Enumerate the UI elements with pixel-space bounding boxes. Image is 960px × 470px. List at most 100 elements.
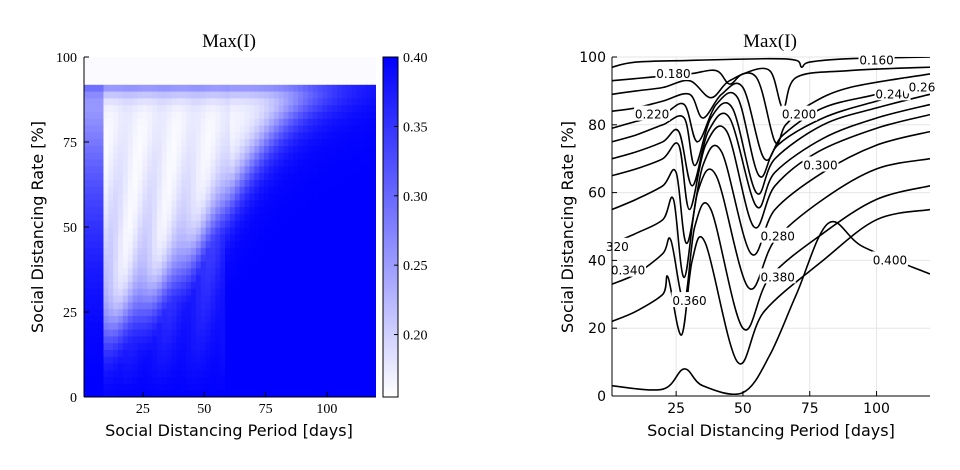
heatmap-cell [293,193,299,201]
heatmap-cell [259,295,265,303]
heatmap-cell [288,281,294,289]
heatmap-cell [205,227,212,235]
heatmap-cell [166,206,173,214]
heatmap-cell [278,274,285,282]
heatmap-cell [147,227,153,235]
heatmap-cell [88,376,95,384]
heatmap-cell [322,179,328,187]
heatmap-cell [176,301,182,310]
heatmap-cell [200,369,207,378]
heatmap-cell [161,349,168,357]
heatmap-cell [84,213,90,221]
heatmap-cell [152,77,158,85]
heatmap-cell [210,363,216,371]
heatmap-cell [346,261,353,269]
heatmap-cell [147,342,153,350]
heatmap-cell [244,349,251,357]
heatmap-cell [152,104,158,112]
heatmap-cell [142,213,148,221]
heatmap-cell [341,199,348,208]
heatmap-cell [283,301,289,310]
heatmap-cell [127,145,134,153]
heatmap-cell [152,322,158,330]
contour-label-bg [655,64,692,80]
heatmap-cell [195,322,202,330]
heatmap-cell [341,274,348,282]
heatmap-cell [268,376,275,384]
heatmap-y-label: Social Distancing Rate [%] [28,121,47,333]
heatmap-cell [215,261,221,269]
heatmap-cell [332,77,338,85]
heatmap-cell [332,145,338,153]
heatmap-cell [137,70,143,78]
heatmap-cell [225,145,231,153]
heatmap-cell [210,199,216,208]
heatmap-cell [181,274,187,282]
heatmap-cell [371,199,376,208]
heatmap-cell [371,390,376,397]
heatmap-cell [225,199,231,208]
heatmap-cell [195,288,202,296]
heatmap-cell [152,261,158,269]
heatmap-cell [205,376,212,384]
heatmap-cell [127,369,134,378]
heatmap-cell [157,383,163,391]
heatmap-cell [225,383,231,391]
heatmap-cell [157,261,163,269]
heatmap-cell [220,363,226,371]
contour-x-label: Social Distancing Period [days] [647,421,895,440]
heatmap-cell [317,63,324,72]
heatmap-cell [244,152,251,160]
heatmap-cell [273,356,280,364]
heatmap-cell [288,295,294,303]
heatmap-cell [307,172,314,180]
heatmap-cell [161,172,168,180]
heatmap-cell [278,111,285,119]
heatmap-cell [176,159,182,167]
heatmap-cell [186,199,192,208]
heatmap-cell [152,152,158,160]
heatmap-cell [181,125,187,133]
heatmap-cell [327,376,333,384]
heatmap-cell [303,376,309,384]
heatmap-cell [327,152,333,160]
heatmap-cell [249,152,255,160]
heatmap-cell [191,261,197,269]
heatmap-cell [239,193,246,201]
heatmap-cell [147,97,153,106]
heatmap-cell [186,295,192,303]
heatmap-cell [186,329,192,337]
heatmap-cell [288,118,294,126]
heatmap-cell [312,91,319,99]
heatmap-cell [283,193,289,201]
heatmap-cell [200,363,207,371]
heatmap-cell [88,104,95,112]
heatmap-cell [341,247,348,255]
heatmap-cell [239,267,246,276]
heatmap-cell [181,172,187,180]
heatmap-cell [288,233,294,242]
heatmap-cell [356,322,362,330]
heatmap-cell [137,233,143,242]
heatmap-cell [361,97,367,106]
heatmap-cell [303,186,309,194]
heatmap-cell [293,77,299,85]
heatmap-cell [337,172,343,180]
heatmap-cell [366,356,372,364]
heatmap-cell [268,220,275,228]
heatmap-cell [200,247,207,255]
heatmap-cell [317,199,324,208]
heatmap-cell [186,281,192,289]
heatmap-cell [118,247,124,255]
heatmap-cell [157,281,163,289]
heatmap-cell [137,281,143,289]
heatmap-cell [337,227,343,235]
heatmap-cell [244,369,251,378]
heatmap-cell [176,131,182,140]
heatmap-cell [103,125,109,133]
heatmap-cell [341,145,348,153]
heatmap-cell [230,254,236,262]
heatmap-cell [147,152,153,160]
heatmap-cell [205,84,212,92]
